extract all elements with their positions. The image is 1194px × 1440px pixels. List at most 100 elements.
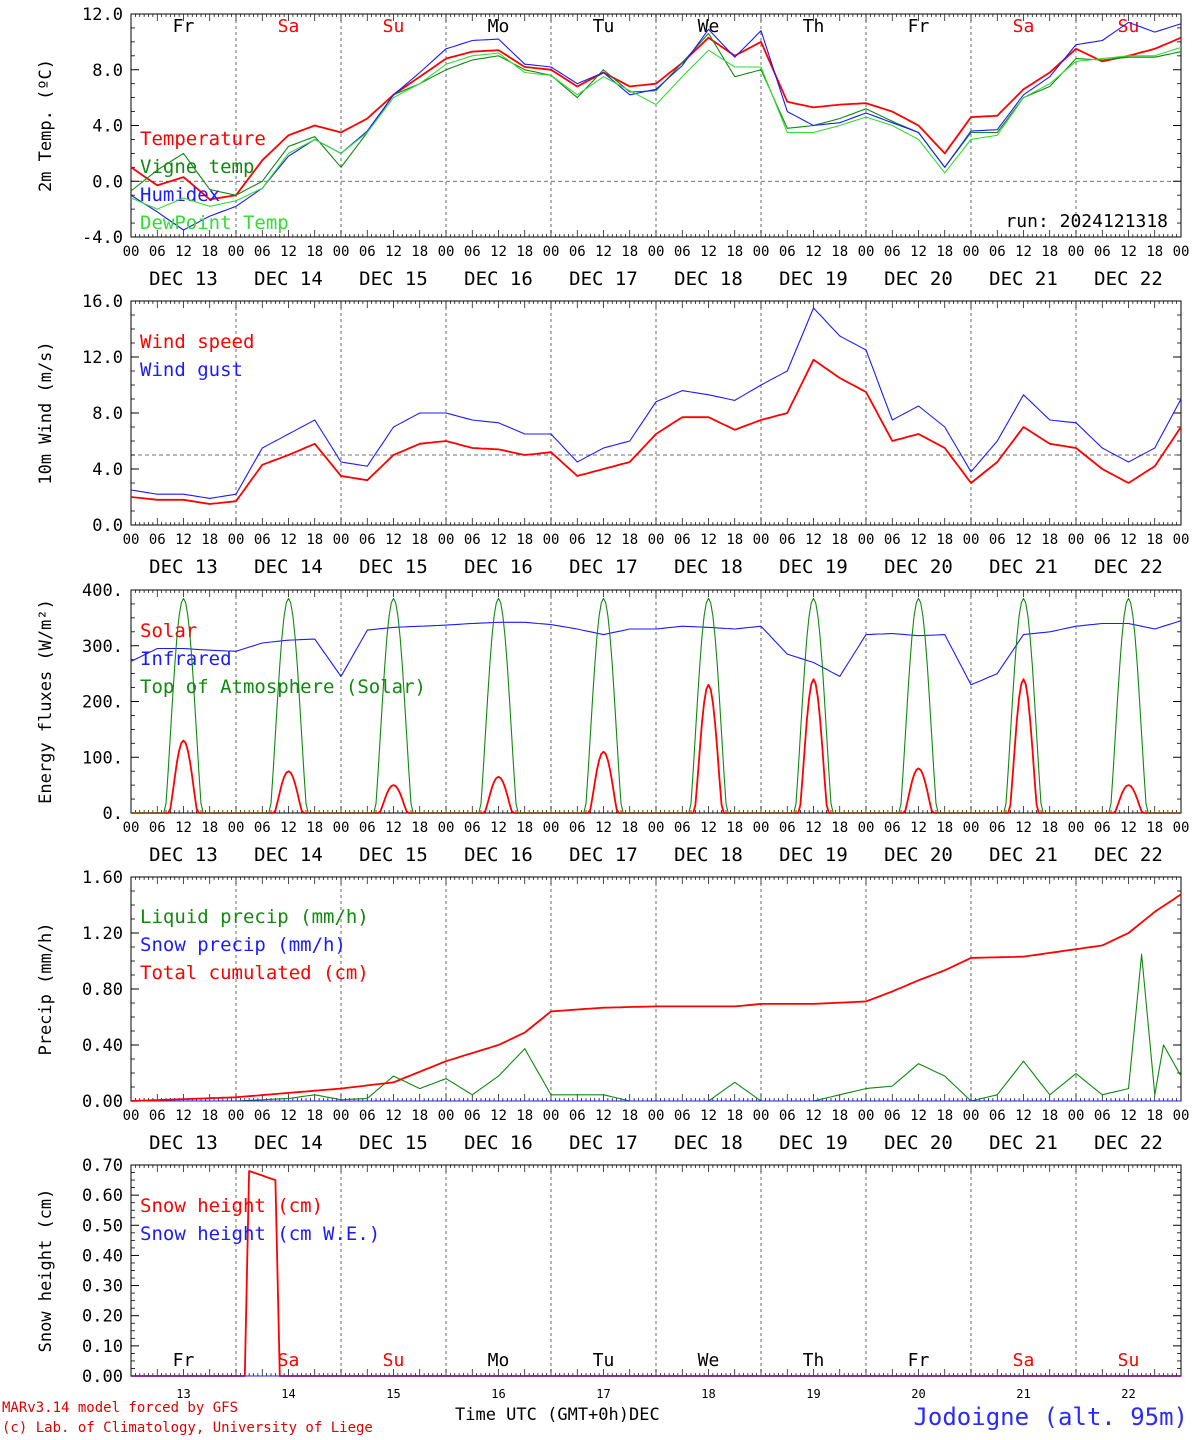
x-hour-label: 12 — [805, 820, 822, 836]
x-date-label: DEC 13 — [149, 844, 218, 866]
x-hour-label: 06 — [884, 244, 901, 260]
x-hour-label: 06 — [779, 244, 796, 260]
x-hour-label: 00 — [1068, 244, 1085, 260]
x-hour-label: 12 — [385, 1108, 402, 1124]
x-hour-label: 12 — [175, 1108, 192, 1124]
x-date-label: DEC 15 — [359, 556, 428, 578]
y-tick-label: 0.00 — [82, 1367, 123, 1387]
x-date-label: DEC 19 — [779, 268, 848, 290]
series-line — [130, 32, 1182, 196]
legend-entry: Infrared — [140, 648, 232, 670]
lab-credit: (c) Lab. of Climatology, University of L… — [2, 1420, 373, 1436]
legend-entry: Vigne temp — [140, 156, 254, 178]
series-line — [130, 21, 1182, 231]
x-hour-label: 12 — [280, 532, 297, 548]
x-hour-label: 06 — [254, 244, 271, 260]
x-hour-label: 00 — [543, 244, 560, 260]
x-hour-label: 00 — [963, 532, 980, 548]
x-day-number: 18 — [701, 1387, 715, 1401]
x-hour-label: 18 — [411, 244, 428, 260]
x-hour-label: 00 — [1068, 820, 1085, 836]
x-axis-title: Time UTC (GMT+0h)DEC — [455, 1405, 660, 1425]
model-credit: MARv3.14 model forced by GFS — [2, 1400, 239, 1416]
x-date-label: DEC 19 — [779, 1132, 848, 1154]
x-date-label: DEC 21 — [989, 1132, 1058, 1154]
series-line — [131, 597, 1181, 814]
weekday-label: Fr — [908, 16, 930, 37]
x-hour-label: 18 — [1041, 1108, 1058, 1124]
x-hour-label: 00 — [648, 1108, 665, 1124]
x-hour-label: 00 — [858, 244, 875, 260]
x-day-number: 15 — [386, 1387, 400, 1401]
x-hour-label: 00 — [228, 244, 245, 260]
x-hour-label: 12 — [700, 1108, 717, 1124]
x-date-label: DEC 14 — [254, 268, 323, 290]
x-hour-label: 12 — [490, 1108, 507, 1124]
weekday-label: Su — [383, 16, 405, 37]
series-line — [130, 46, 1182, 210]
x-hour-label: 18 — [936, 820, 953, 836]
x-hour-label: 00 — [648, 532, 665, 548]
x-hour-label: 18 — [831, 244, 848, 260]
x-day-number: 22 — [1121, 1387, 1135, 1401]
y-tick-label: 0.00 — [82, 1092, 123, 1112]
legend-entry: Solar — [140, 620, 197, 642]
x-hour-label: 06 — [254, 820, 271, 836]
weekday-label: We — [698, 16, 720, 37]
x-hour-label: 12 — [805, 1108, 822, 1124]
weekday-label: Mo — [488, 16, 510, 37]
x-hour-label: 18 — [306, 1108, 323, 1124]
weekday-label: Tu — [593, 1350, 615, 1371]
y-tick-label: 400. — [82, 581, 123, 601]
x-hour-label: 00 — [123, 1108, 140, 1124]
x-hour-label: 00 — [438, 244, 455, 260]
x-hour-label: 06 — [1094, 532, 1111, 548]
x-hour-label: 12 — [385, 532, 402, 548]
y-tick-label: 300. — [82, 637, 123, 657]
x-hour-label: 00 — [438, 820, 455, 836]
x-hour-label: 12 — [1120, 1108, 1137, 1124]
x-date-label: DEC 14 — [254, 1132, 323, 1154]
weekday-label: Su — [383, 1350, 405, 1371]
x-date-label: DEC 18 — [674, 556, 743, 578]
x-hour-label: 12 — [490, 820, 507, 836]
x-hour-label: 18 — [726, 1108, 743, 1124]
x-hour-label: 00 — [438, 1108, 455, 1124]
series-line — [130, 307, 1182, 499]
x-date-label: DEC 16 — [464, 556, 533, 578]
x-hour-label: 12 — [490, 244, 507, 260]
y-axis-label: Snow height (cm) — [36, 1189, 56, 1353]
x-hour-label: 00 — [123, 244, 140, 260]
legend-entry: Snow height (cm W.E.) — [140, 1223, 380, 1245]
plot-frame — [130, 300, 1182, 526]
x-hour-label: 18 — [621, 1108, 638, 1124]
x-hour-label: 00 — [963, 244, 980, 260]
y-tick-label: 4.0 — [92, 117, 123, 137]
series-line — [130, 893, 1182, 1102]
x-hour-label: 18 — [1041, 244, 1058, 260]
y-axis-label: 2m Temp. (ºC) — [36, 59, 56, 192]
x-hour-label: 00 — [228, 532, 245, 548]
x-hour-label: 12 — [175, 244, 192, 260]
x-date-label: DEC 17 — [569, 844, 638, 866]
y-tick-label: 0.10 — [82, 1337, 123, 1357]
legend-entry: Snow height (cm) — [140, 1195, 323, 1217]
x-hour-label: 18 — [831, 820, 848, 836]
x-hour-label: 06 — [989, 820, 1006, 836]
x-hour-label: 00 — [228, 1108, 245, 1124]
x-hour-label: 12 — [280, 820, 297, 836]
x-hour-label: 06 — [359, 1108, 376, 1124]
x-hour-label: 00 — [1068, 1108, 1085, 1124]
x-hour-label: 00 — [648, 820, 665, 836]
x-hour-label: 18 — [936, 532, 953, 548]
panel-1: -4.0 0.0 4.0 8.0 12.0 2m Temp. (ºC) 00 06 12 18 00… — [36, 5, 1189, 290]
x-hour-label: 18 — [726, 820, 743, 836]
y-tick-label: 0.70 — [82, 1156, 123, 1176]
series-line — [130, 620, 1182, 686]
run-label: run: 2024121318 — [1005, 211, 1168, 232]
x-axis-month: DEC — [629, 1405, 660, 1425]
x-hour-label: 06 — [779, 820, 796, 836]
x-hour-label: 18 — [1146, 1108, 1163, 1124]
x-date-label: DEC 20 — [884, 268, 953, 290]
